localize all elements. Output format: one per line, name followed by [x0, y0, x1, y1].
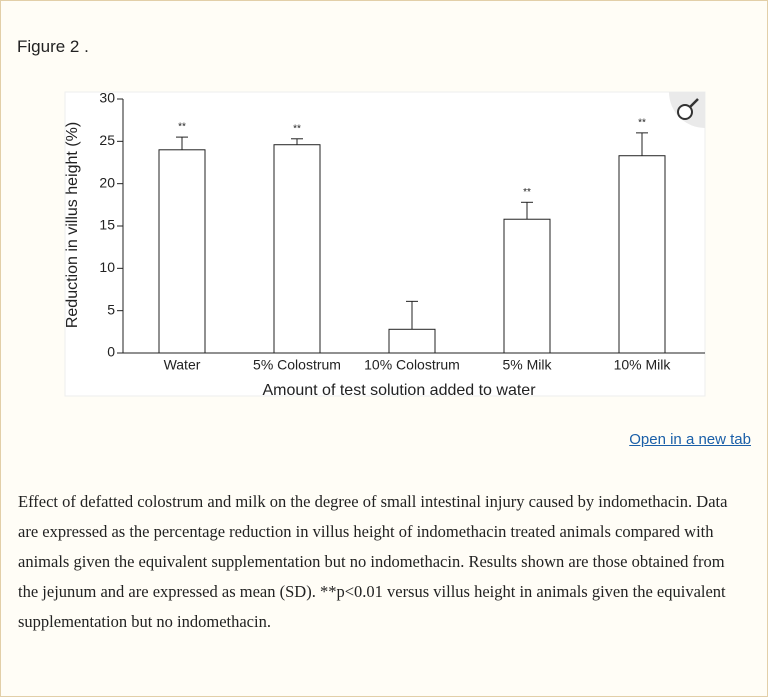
x-tick-label: Water — [164, 357, 201, 373]
x-tick-label: 5% Milk — [502, 357, 552, 373]
x-axis-title: Amount of test solution added to water — [262, 382, 536, 399]
y-tick-label: 10 — [99, 259, 115, 275]
caption: Effect of defatted colostrum and milk on… — [18, 492, 728, 631]
figure-label: Figure 2 . — [17, 37, 89, 56]
x-tick-label: 10% Milk — [614, 357, 672, 373]
bar — [503, 218, 551, 354]
significance-label: ** — [178, 122, 186, 133]
y-tick-label: 5 — [107, 301, 115, 317]
significance-label: ** — [523, 187, 531, 198]
open-link[interactable]: Open in a new tab — [629, 431, 751, 448]
chart: Reduction in villus height (%) Amount of… — [64, 90, 706, 399]
y-tick-label: 30 — [99, 90, 115, 106]
y-tick-label: 15 — [99, 217, 115, 233]
x-tick-label: 10% Colostrum — [364, 357, 460, 373]
y-tick-label: 25 — [99, 132, 115, 148]
bar — [273, 144, 321, 354]
significance-label: ** — [638, 118, 646, 129]
bar — [388, 328, 436, 354]
y-axis-title: Reduction in villus height (%) — [64, 122, 81, 328]
bar — [158, 149, 206, 354]
y-tick-label: 20 — [99, 174, 115, 190]
y-tick-label: 0 — [107, 344, 115, 360]
significance-label: ** — [293, 123, 301, 134]
bar — [618, 155, 666, 354]
x-tick-label: 5% Colostrum — [253, 357, 341, 373]
zoom-button[interactable] — [669, 92, 705, 128]
